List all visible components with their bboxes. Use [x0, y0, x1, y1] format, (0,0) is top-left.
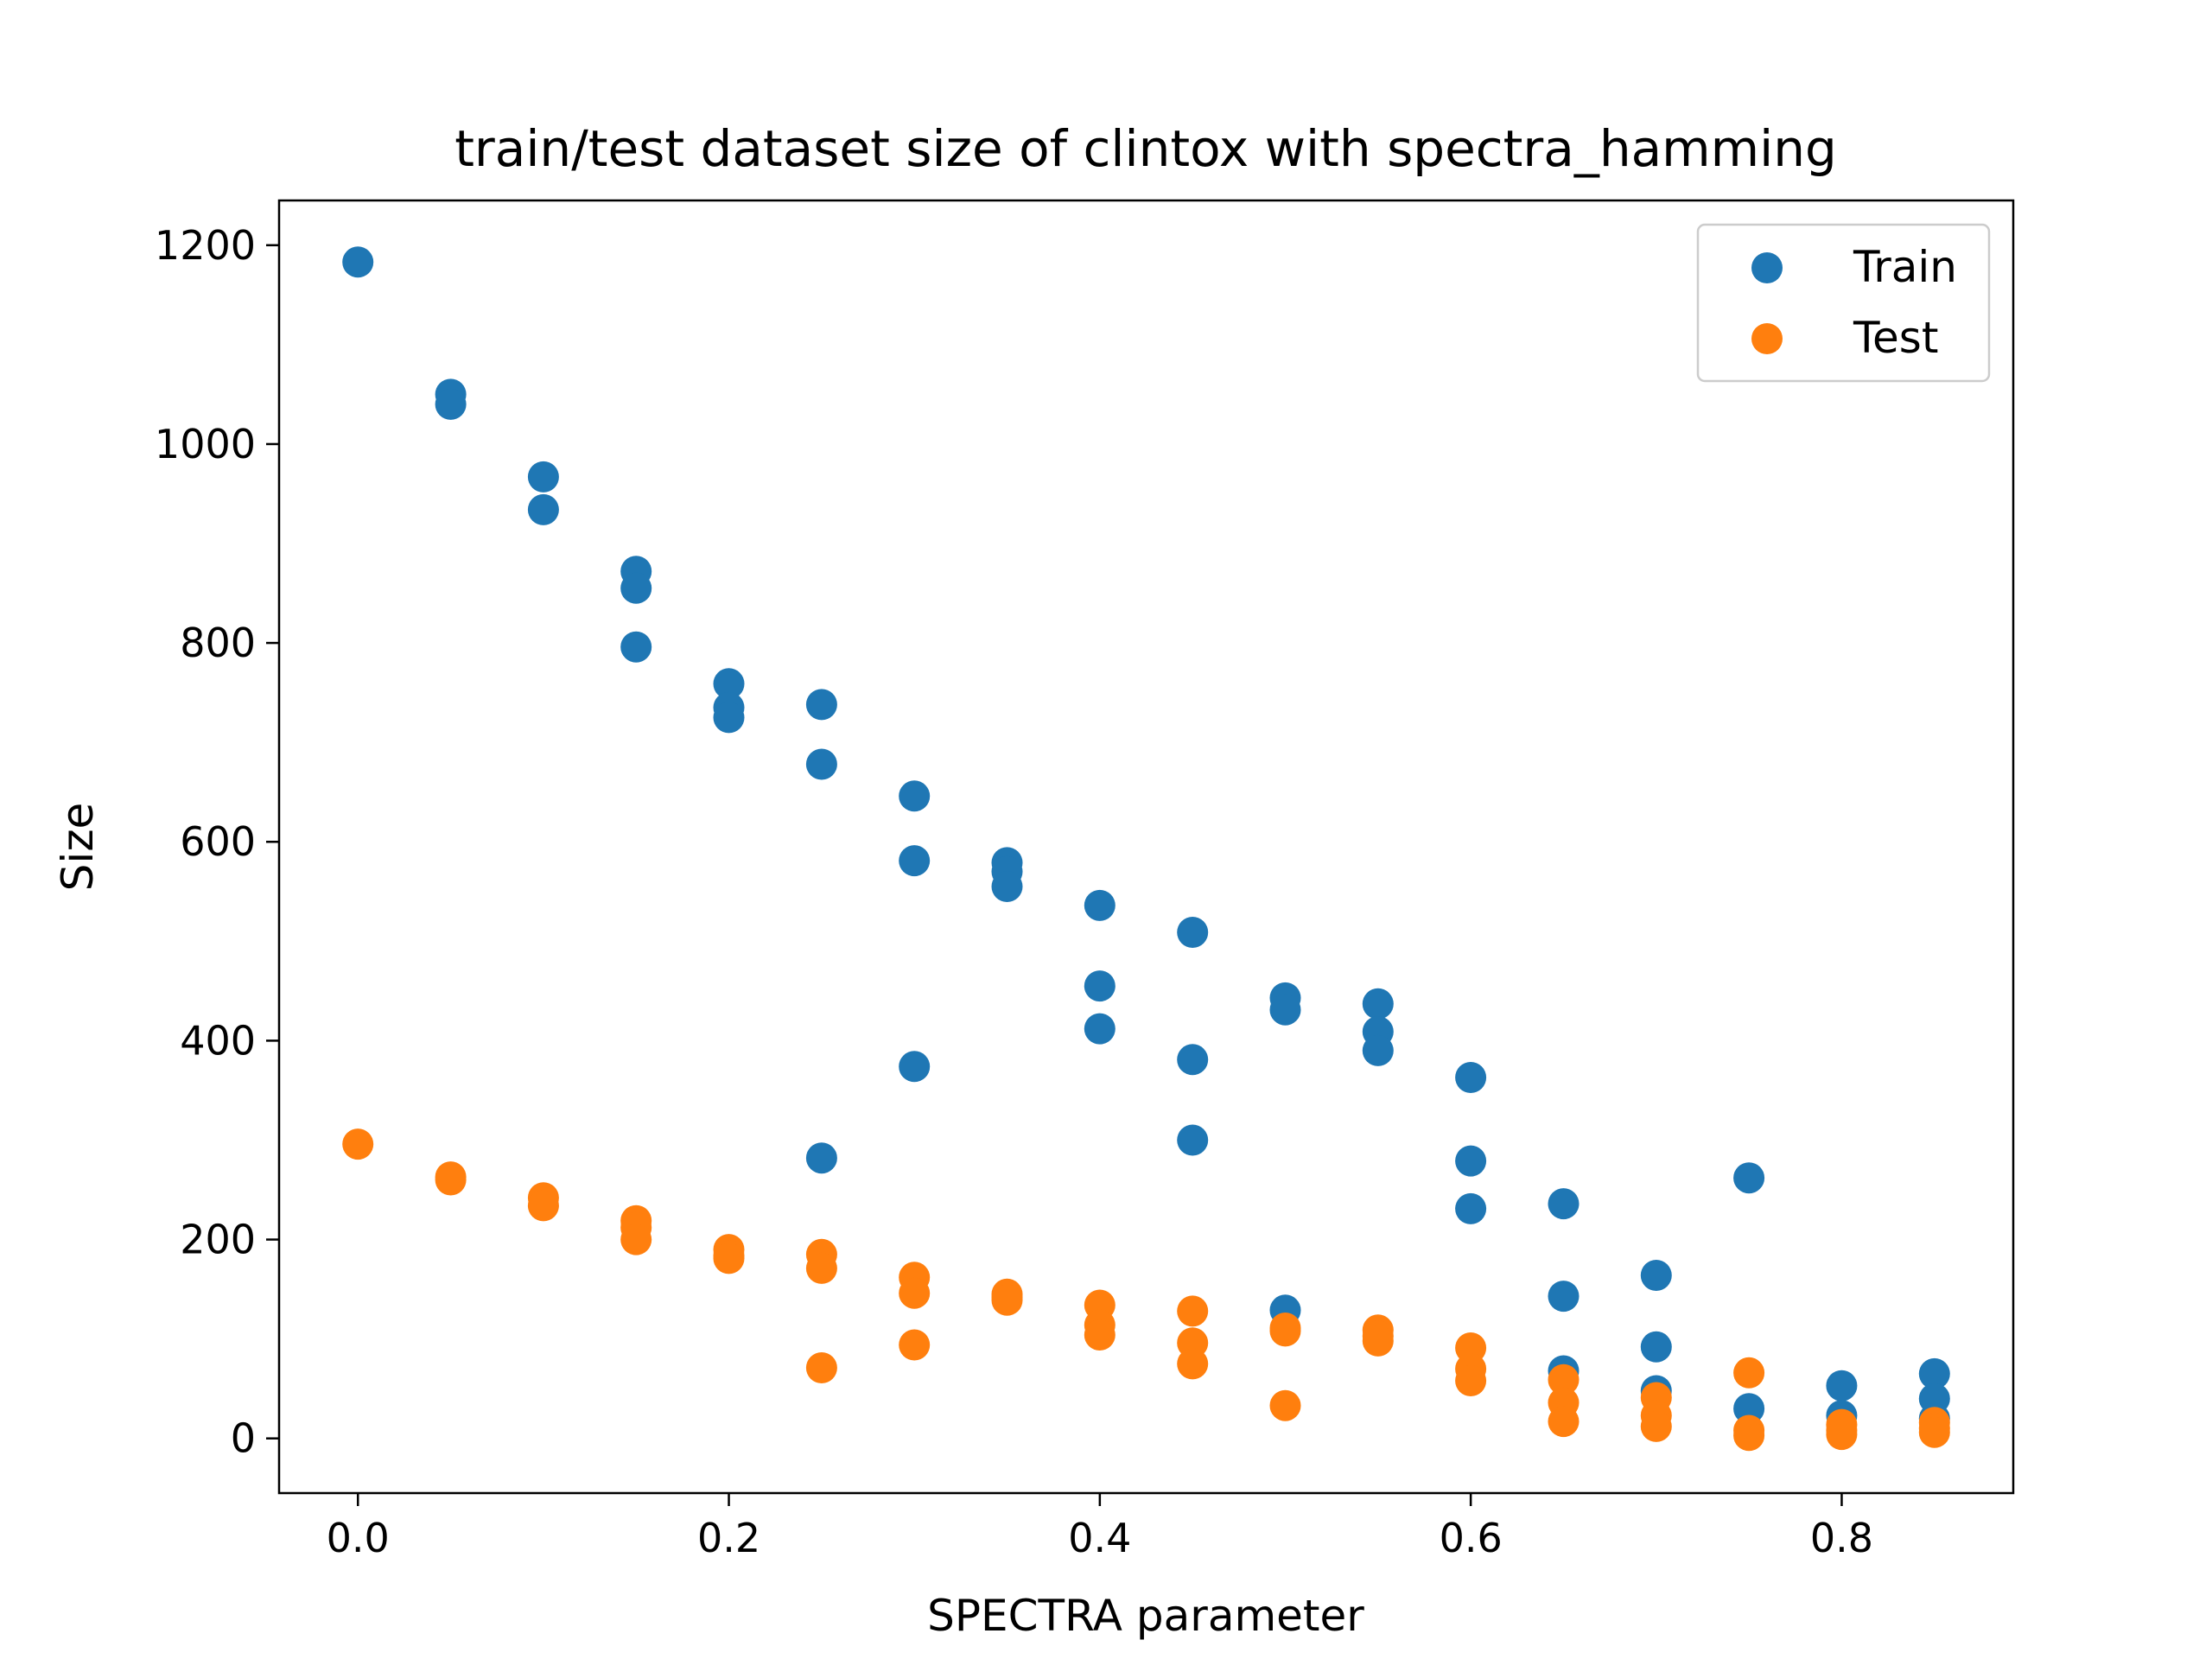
point-train-29	[1362, 988, 1394, 1020]
point-train-8	[713, 668, 745, 700]
point-test-0	[342, 1128, 374, 1160]
point-train-21	[1084, 970, 1116, 1002]
point-test-7	[620, 1224, 652, 1255]
point-test-37	[1548, 1406, 1580, 1438]
point-train-2	[435, 388, 467, 420]
y-tick-label-5: 1000	[155, 421, 256, 467]
point-train-39	[1640, 1331, 1672, 1363]
legend-label-train: Train	[1853, 242, 1957, 292]
y-axis-ticks: 0 200 400 600 800 1000 1200	[155, 222, 279, 1462]
legend-marker-test	[1751, 323, 1783, 354]
x-tick-label-4: 0.8	[1810, 1515, 1873, 1561]
point-train-11	[805, 689, 837, 721]
point-train-42	[1733, 1393, 1765, 1425]
y-tick-label-4: 800	[180, 620, 256, 666]
legend: Train Test	[1696, 223, 1991, 383]
point-train-38	[1640, 1260, 1672, 1291]
point-test-41	[1733, 1357, 1765, 1389]
point-train-27	[1269, 994, 1301, 1026]
point-train-3	[527, 461, 559, 493]
point-test-23	[1177, 1295, 1209, 1327]
point-train-6	[620, 572, 652, 604]
point-test-12	[805, 1252, 837, 1284]
x-axis-label: SPECTRA parameter	[927, 1591, 1364, 1641]
point-test-43	[1733, 1420, 1765, 1452]
point-train-0	[342, 246, 374, 278]
point-train-7	[620, 631, 652, 663]
point-train-45	[1918, 1357, 1950, 1389]
point-test-22	[1084, 1319, 1116, 1351]
point-train-4	[527, 493, 559, 525]
point-test-13	[805, 1352, 837, 1383]
point-test-2	[435, 1164, 467, 1196]
x-tick-label-0: 0.0	[327, 1515, 390, 1561]
point-test-27	[1269, 1315, 1301, 1347]
point-test-19	[991, 1284, 1023, 1316]
x-tick-label-3: 0.6	[1440, 1515, 1503, 1561]
point-train-36	[1548, 1281, 1580, 1313]
point-train-35	[1548, 1188, 1580, 1220]
point-test-34	[1455, 1365, 1487, 1396]
point-train-20	[1084, 889, 1116, 921]
point-train-15	[899, 845, 931, 877]
point-test-31	[1362, 1325, 1394, 1357]
x-axis-ticks: 0.0 0.2 0.4 0.6 0.8	[327, 1493, 1873, 1561]
y-tick-label-1: 200	[180, 1217, 256, 1263]
y-axis-label: Size	[53, 803, 103, 892]
point-test-25	[1177, 1348, 1209, 1380]
point-train-23	[1177, 917, 1209, 948]
point-test-40	[1640, 1410, 1672, 1442]
point-train-43	[1826, 1370, 1858, 1402]
point-train-41	[1733, 1162, 1765, 1194]
point-train-24	[1177, 1044, 1209, 1076]
point-test-35	[1548, 1363, 1580, 1395]
data-points	[342, 246, 1950, 1452]
point-test-46	[1826, 1419, 1858, 1451]
x-tick-label-2: 0.4	[1068, 1515, 1131, 1561]
point-train-32	[1455, 1062, 1487, 1093]
point-train-12	[805, 748, 837, 780]
point-train-22	[1084, 1013, 1116, 1045]
point-train-31	[1362, 1034, 1394, 1066]
point-train-10	[713, 702, 745, 734]
point-test-4	[527, 1190, 559, 1222]
point-train-34	[1455, 1192, 1487, 1224]
y-tick-label-3: 600	[180, 818, 256, 865]
point-test-28	[1269, 1389, 1301, 1421]
point-test-49	[1918, 1416, 1950, 1448]
y-tick-label-2: 400	[180, 1017, 256, 1064]
point-train-16	[899, 1051, 931, 1083]
y-tick-label-6: 1200	[155, 222, 256, 269]
legend-label-test: Test	[1853, 313, 1938, 363]
chart-title: train/test dataset size of clintox with …	[454, 119, 1837, 178]
point-test-15	[899, 1277, 931, 1309]
point-train-33	[1455, 1145, 1487, 1177]
point-test-16	[899, 1329, 931, 1361]
point-test-10	[713, 1243, 745, 1274]
point-train-14	[899, 780, 931, 812]
legend-marker-train	[1751, 252, 1783, 283]
plot-frame	[277, 199, 2015, 1495]
y-tick-label-0: 0	[231, 1415, 256, 1462]
x-tick-label-1: 0.2	[697, 1515, 760, 1561]
point-train-13	[805, 1142, 837, 1174]
point-train-25	[1177, 1124, 1209, 1156]
point-train-19	[991, 871, 1023, 902]
